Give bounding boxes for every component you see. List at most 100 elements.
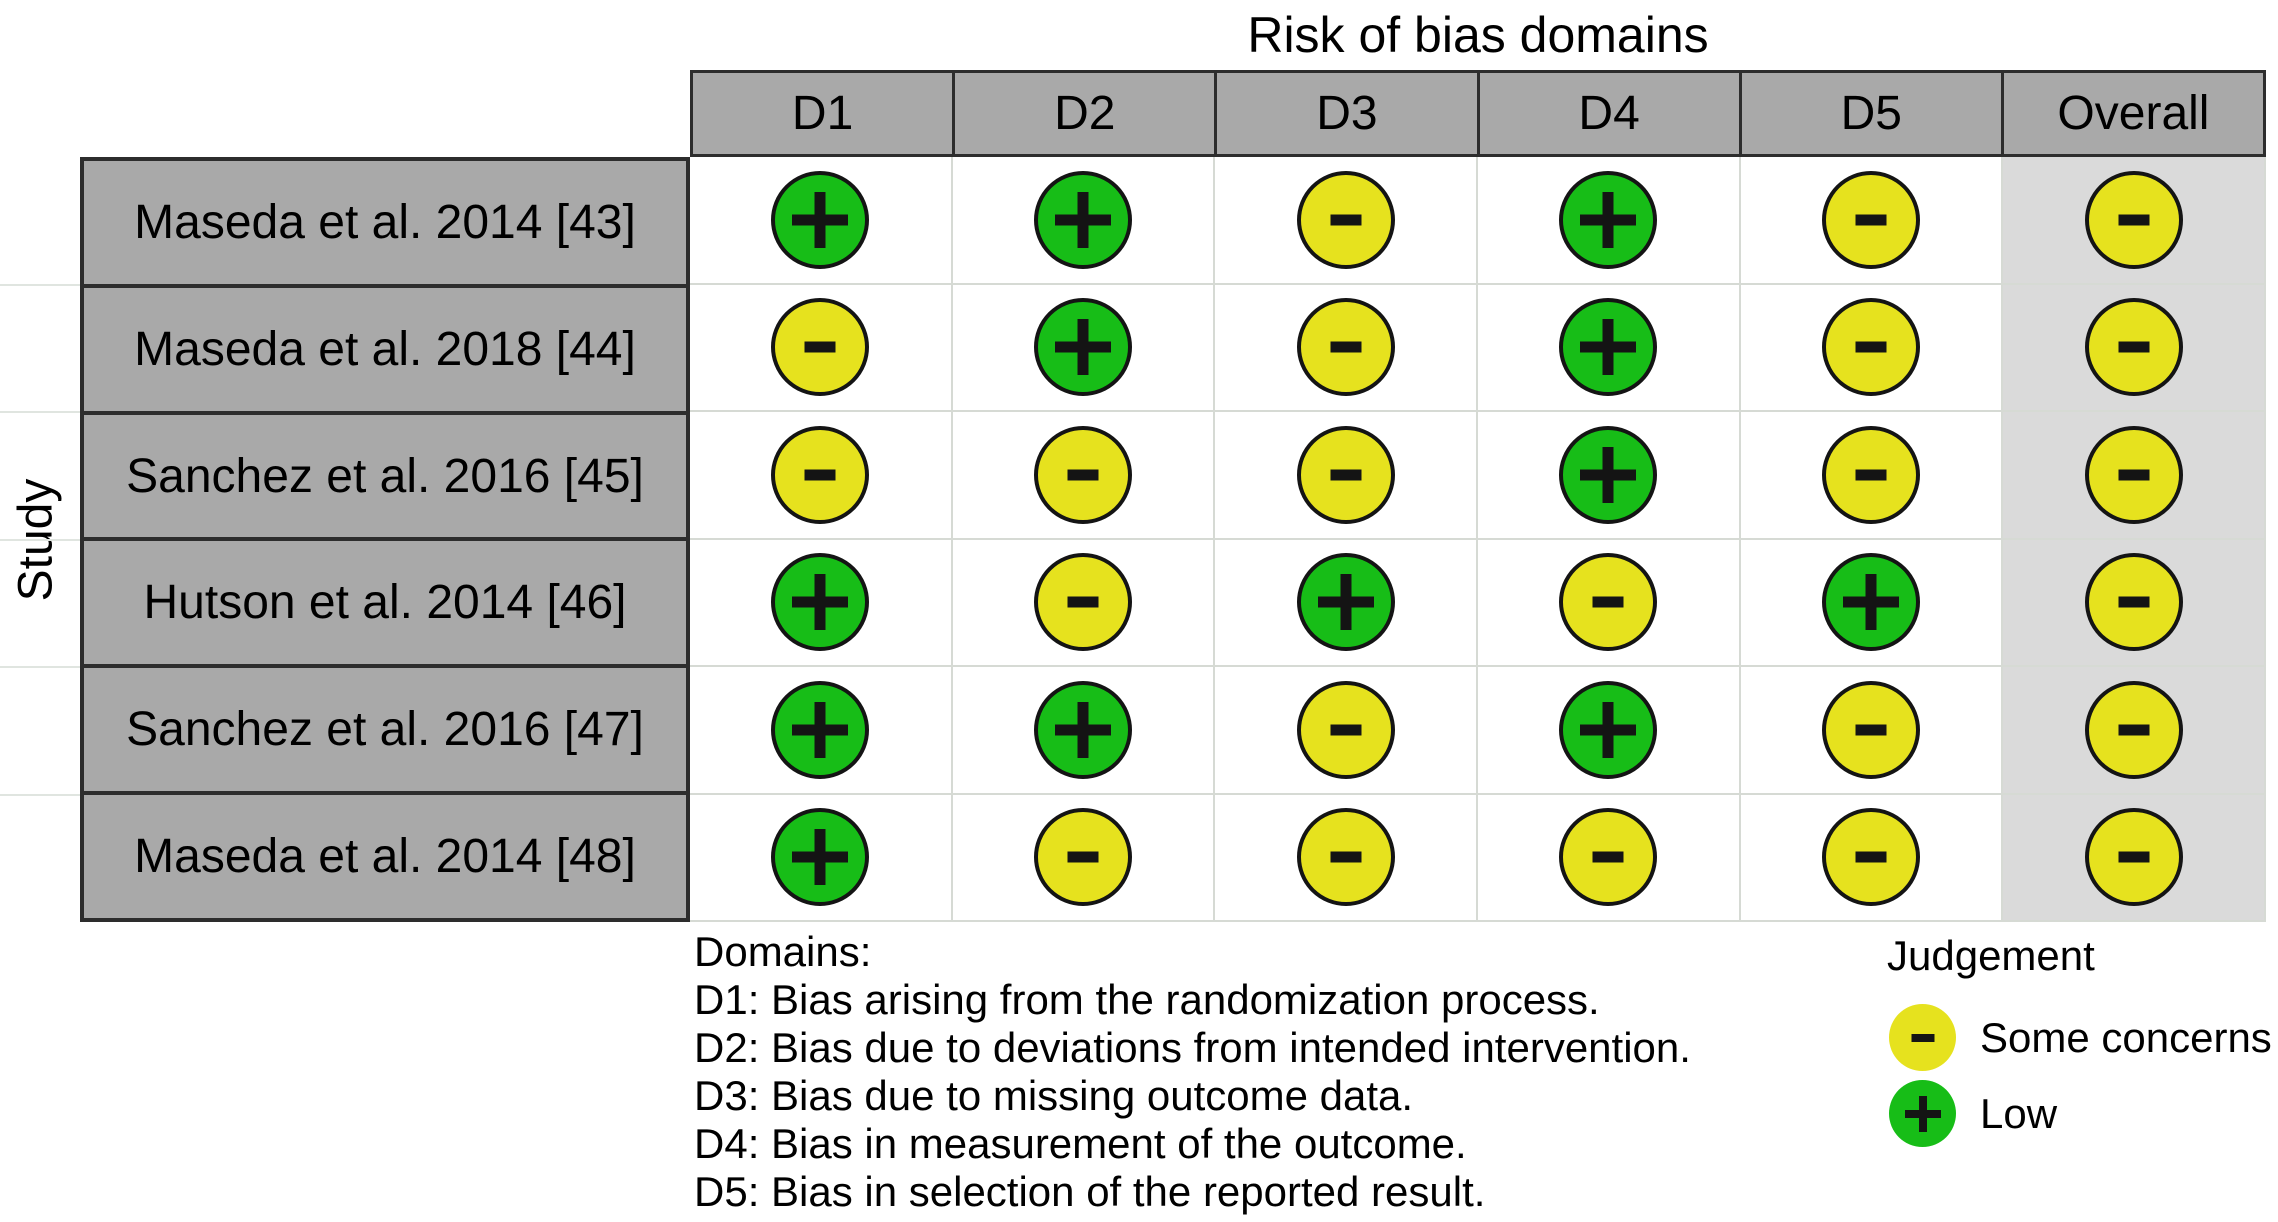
legend-item: Low (1885, 1080, 2272, 1147)
minus-icon (1301, 812, 1391, 902)
study-label: Maseda et al. 2014 [48] (84, 795, 686, 918)
study-label: Sanchez et al. 2016 [47] (84, 668, 686, 792)
minus-icon (1301, 302, 1391, 392)
judgement-cell (690, 157, 951, 283)
minus-icon (1826, 685, 1916, 775)
column-header-d4: D4 (1479, 73, 1739, 154)
plus-icon (775, 812, 865, 902)
plus-icon (1038, 302, 1128, 392)
some-concerns-circle (2084, 298, 2183, 397)
low-risk-circle (1033, 680, 1132, 779)
minus-icon (1563, 557, 1653, 647)
some-concerns-circle (1821, 680, 1920, 779)
judgement-cell (1477, 284, 1739, 410)
minus-icon (1038, 557, 1128, 647)
study-label: Hutson et al. 2014 [46] (84, 541, 686, 665)
judgement-cell (1740, 539, 2002, 665)
some-concerns-circle (1296, 425, 1395, 524)
low-risk-circle (771, 680, 870, 779)
judgement-cell (2003, 539, 2264, 665)
judgement-cell (2003, 157, 2264, 283)
judgement-cell (952, 412, 1214, 538)
plus-icon (1889, 1080, 1956, 1147)
plus-icon (1563, 175, 1653, 265)
judgement-cell (690, 539, 951, 665)
legend-label: Some concerns (1980, 1013, 2272, 1061)
judgement-cell (1477, 412, 1739, 538)
low-risk-circle (771, 170, 870, 269)
minus-icon (2089, 175, 2179, 265)
low-risk-circle (1559, 298, 1658, 397)
legend-title: Judgement (1887, 932, 2095, 979)
low-risk-circle (1821, 553, 1920, 652)
some-concerns-circle (2084, 425, 2183, 524)
minus-icon (1038, 430, 1128, 520)
low-risk-circle (1559, 680, 1658, 779)
some-concerns-circle (1821, 170, 1920, 269)
minus-icon (2089, 557, 2179, 647)
low-risk-circle (771, 553, 870, 652)
study-column: Maseda et al. 2014 [43] Maseda et al. 201… (80, 157, 690, 922)
some-concerns-circle (771, 298, 870, 397)
figure-title: Risk of bias domains (1247, 7, 1709, 63)
minus-icon (1301, 430, 1391, 520)
legend-items: Some concerns Low (1885, 1004, 2272, 1147)
judgement-cell (1740, 794, 2002, 920)
some-concerns-circle (1296, 808, 1395, 907)
margin-gridline (0, 283, 80, 286)
plus-icon (1301, 557, 1391, 647)
some-concerns-circle (1821, 425, 1920, 524)
legend-item: Some concerns (1885, 1004, 2272, 1071)
study-label: Sanchez et al. 2016 [45] (84, 414, 686, 538)
judgement-cell (1215, 284, 1476, 410)
some-concerns-circle (1889, 1004, 1956, 1071)
column-header-d1: D1 (693, 73, 953, 154)
domain-definition: D5: Bias in selection of the reported re… (694, 1168, 1486, 1215)
judgement-cell (1740, 284, 2002, 410)
domain-definition: D3: Bias due to missing outcome data. (694, 1072, 1414, 1119)
some-concerns-circle (1033, 425, 1132, 524)
judgement-cell (1477, 794, 1739, 920)
judgement-cell (952, 667, 1214, 793)
judgement-cell (1477, 539, 1739, 665)
domain-definition: D2: Bias due to deviations from intended… (694, 1024, 1691, 1071)
some-concerns-circle (2084, 553, 2183, 652)
plus-icon (1038, 685, 1128, 775)
low-risk-circle (1559, 170, 1658, 269)
minus-icon (1826, 812, 1916, 902)
some-concerns-circle (1821, 298, 1920, 397)
margin-gridline (0, 538, 80, 541)
minus-icon (2089, 685, 2179, 775)
some-concerns-circle (1821, 808, 1920, 907)
judgement-cell (2003, 794, 2264, 920)
column-header-d3: D3 (1217, 73, 1477, 154)
domains-footnote-title: Domains: (694, 928, 872, 975)
minus-icon (1826, 175, 1916, 265)
column-header-overall: Overall (2003, 73, 2264, 154)
domains-footnote: Domains: D1: Bias arising from the rando… (694, 928, 1691, 1216)
plus-icon (1563, 430, 1653, 520)
margin-gridline (0, 793, 80, 796)
judgement-cell (1740, 667, 2002, 793)
judgement-cell (2003, 667, 2264, 793)
judgement-cell (1215, 412, 1476, 538)
low-risk-circle (1559, 425, 1658, 524)
margin-gridline (0, 411, 80, 413)
plus-icon (775, 557, 865, 647)
plus-icon (1563, 302, 1653, 392)
low-risk-circle (1889, 1080, 1956, 1147)
judgement-cell (2003, 412, 2264, 538)
low-risk-circle (1296, 553, 1395, 652)
column-header-d5: D5 (1741, 73, 2001, 154)
judgement-grid (690, 157, 2266, 922)
low-risk-circle (771, 808, 870, 907)
low-risk-circle (1033, 298, 1132, 397)
domain-definitions: D1: Bias arising from the randomization … (694, 976, 1691, 1216)
some-concerns-circle (2084, 808, 2183, 907)
some-concerns-circle (1296, 680, 1395, 779)
judgement-cell (1740, 412, 2002, 538)
judgement-cell (690, 412, 951, 538)
judgement-cell (1477, 667, 1739, 793)
some-concerns-circle (1033, 808, 1132, 907)
